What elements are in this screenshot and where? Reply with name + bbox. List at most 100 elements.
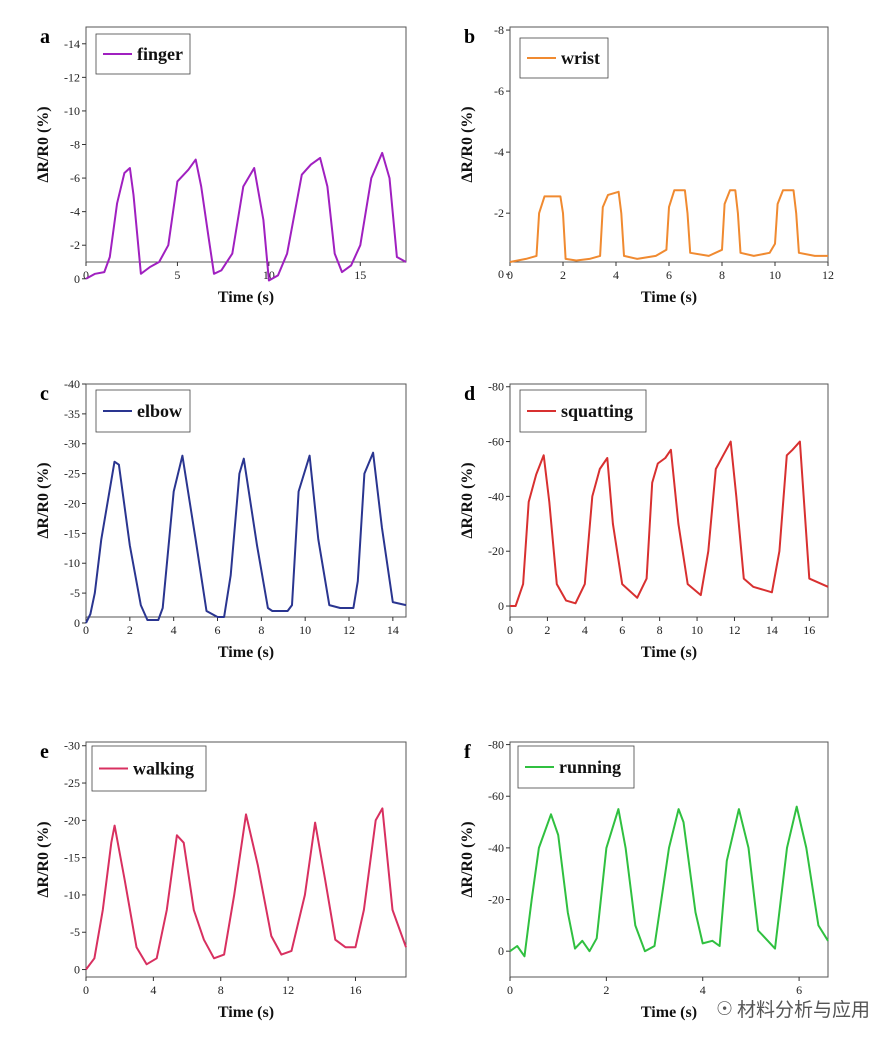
x-tick-label: 15 [354, 268, 366, 282]
y-tick-label: -20 [64, 813, 80, 827]
series-line-running [509, 805, 829, 958]
legend-label: squatting [561, 401, 633, 421]
y-tick-label: -14 [64, 37, 80, 51]
y-axis-title: ΔR/R0 (%) [459, 821, 476, 897]
y-tick-label: -2 [494, 206, 504, 220]
y-tick-label: -35 [64, 407, 80, 421]
y-tick-label: -20 [488, 544, 504, 558]
y-tick-label: 0 [74, 616, 80, 630]
x-tick-label: 2 [127, 623, 133, 637]
y-axis-title: ΔR/R0 (%) [35, 462, 52, 538]
series-line-elbow [85, 451, 407, 624]
legend-label: running [559, 757, 621, 777]
y-tick-label: -80 [488, 380, 504, 394]
panel-label: d [464, 383, 475, 405]
watermark-text: 材料分析与应用 [736, 999, 870, 1021]
x-tick-label: 2 [544, 623, 550, 637]
series-line-walking [85, 807, 407, 971]
y-tick-label: -10 [64, 556, 80, 570]
y-tick-label: -12 [64, 70, 80, 84]
y-tick-label: -10 [64, 104, 80, 118]
y-tick-label: 0 [74, 963, 80, 977]
y-tick-label: 0 [74, 272, 80, 286]
x-tick-label: 6 [666, 268, 672, 282]
y-tick-label: -30 [64, 437, 80, 451]
y-tick-label: -25 [64, 467, 80, 481]
x-tick-label: 8 [719, 268, 725, 282]
y-tick-label: -4 [70, 205, 80, 219]
y-tick-label: -30 [64, 739, 80, 753]
panel-label: a [40, 26, 50, 48]
panel-label: c [40, 383, 49, 405]
x-tick-label: 0 [507, 268, 513, 282]
x-tick-label: 5 [174, 268, 180, 282]
x-tick-label: 0 [83, 268, 89, 282]
x-tick-label: 4 [613, 268, 619, 282]
x-tick-label: 0 [507, 623, 513, 637]
x-tick-label: 4 [171, 623, 177, 637]
y-tick-label: -40 [488, 841, 504, 855]
y-axis-title: ΔR/R0 (%) [35, 821, 52, 897]
legend-label: finger [137, 44, 183, 64]
panel-label: e [40, 741, 49, 763]
x-tick-label: 0 [507, 983, 513, 997]
y-tick-label: -6 [70, 171, 80, 185]
plot-frame [509, 383, 829, 618]
y-tick-label: -40 [488, 489, 504, 503]
wechat-icon: ☉ [715, 997, 733, 1020]
y-tick-label: -10 [64, 888, 80, 902]
x-axis-title: Time (s) [641, 1004, 697, 1021]
x-axis-title: Time (s) [218, 289, 274, 306]
y-tick-label: -2 [70, 238, 80, 252]
plot-frame [85, 383, 407, 618]
x-tick-label: 8 [258, 623, 264, 637]
panel-b: 0 2 4 6 8 10 12 0 -2 -4 -6 -8 wrist b Time (s) ΔR/R0 (%… [459, 23, 834, 306]
plot-frame [509, 741, 829, 978]
y-axis-title: ΔR/R0 (%) [459, 106, 476, 182]
y-tick-label: -5 [70, 586, 80, 600]
plot-frame [85, 741, 407, 978]
x-tick-label: 16 [349, 983, 361, 997]
x-tick-label: 4 [582, 623, 588, 637]
series-line-finger [85, 151, 407, 282]
x-tick-label: 2 [560, 268, 566, 282]
panel-label: b [464, 26, 475, 48]
legend-label: walking [133, 759, 194, 779]
series-line-squatting [510, 440, 829, 607]
x-tick-label: 6 [796, 983, 802, 997]
x-tick-label: 10 [299, 623, 311, 637]
y-tick-label: 0 [498, 267, 504, 281]
y-tick-label: -15 [64, 851, 80, 865]
panel-f: 0 2 4 6 0 -20 -40 -60 -80 running f Time (s) ΔR/R0 (… [459, 738, 829, 1021]
x-tick-label: 4 [150, 983, 156, 997]
panel-e: 0 4 8 12 16 0 -5 -10 -15 -20 -25 -30 walking e Time (s… [35, 739, 407, 1021]
y-tick-label: -60 [488, 789, 504, 803]
x-tick-label: 12 [728, 623, 740, 637]
legend-label: wrist [561, 48, 600, 68]
x-tick-label: 14 [766, 623, 778, 637]
y-tick-label: 0 [498, 599, 504, 613]
x-axis-title: Time (s) [218, 1004, 274, 1021]
y-tick-label: -80 [488, 738, 504, 752]
y-tick-label: -20 [488, 893, 504, 907]
x-tick-label: 0 [83, 983, 89, 997]
legend-label: elbow [137, 401, 182, 421]
x-tick-label: 12 [343, 623, 355, 637]
y-tick-label: -20 [64, 496, 80, 510]
watermark: ☉ 材料分析与应用 [716, 995, 870, 1022]
y-tick-label: 0 [498, 944, 504, 958]
x-tick-label: 0 [83, 623, 89, 637]
y-tick-label: -40 [64, 377, 80, 391]
y-tick-label: -5 [70, 925, 80, 939]
x-tick-label: 6 [215, 623, 221, 637]
x-tick-label: 10 [691, 623, 703, 637]
legend-box [519, 37, 609, 79]
y-tick-label: -6 [494, 84, 504, 98]
y-tick-label: -15 [64, 526, 80, 540]
y-axis-title: ΔR/R0 (%) [35, 106, 52, 182]
series-line-wrist [509, 189, 828, 263]
y-tick-label: -8 [494, 23, 504, 37]
panel-c: 0 2 4 6 8 10 12 14 0 -5 -10 -15 -20 -25 -30 -35 -40 elbow… [35, 377, 407, 661]
